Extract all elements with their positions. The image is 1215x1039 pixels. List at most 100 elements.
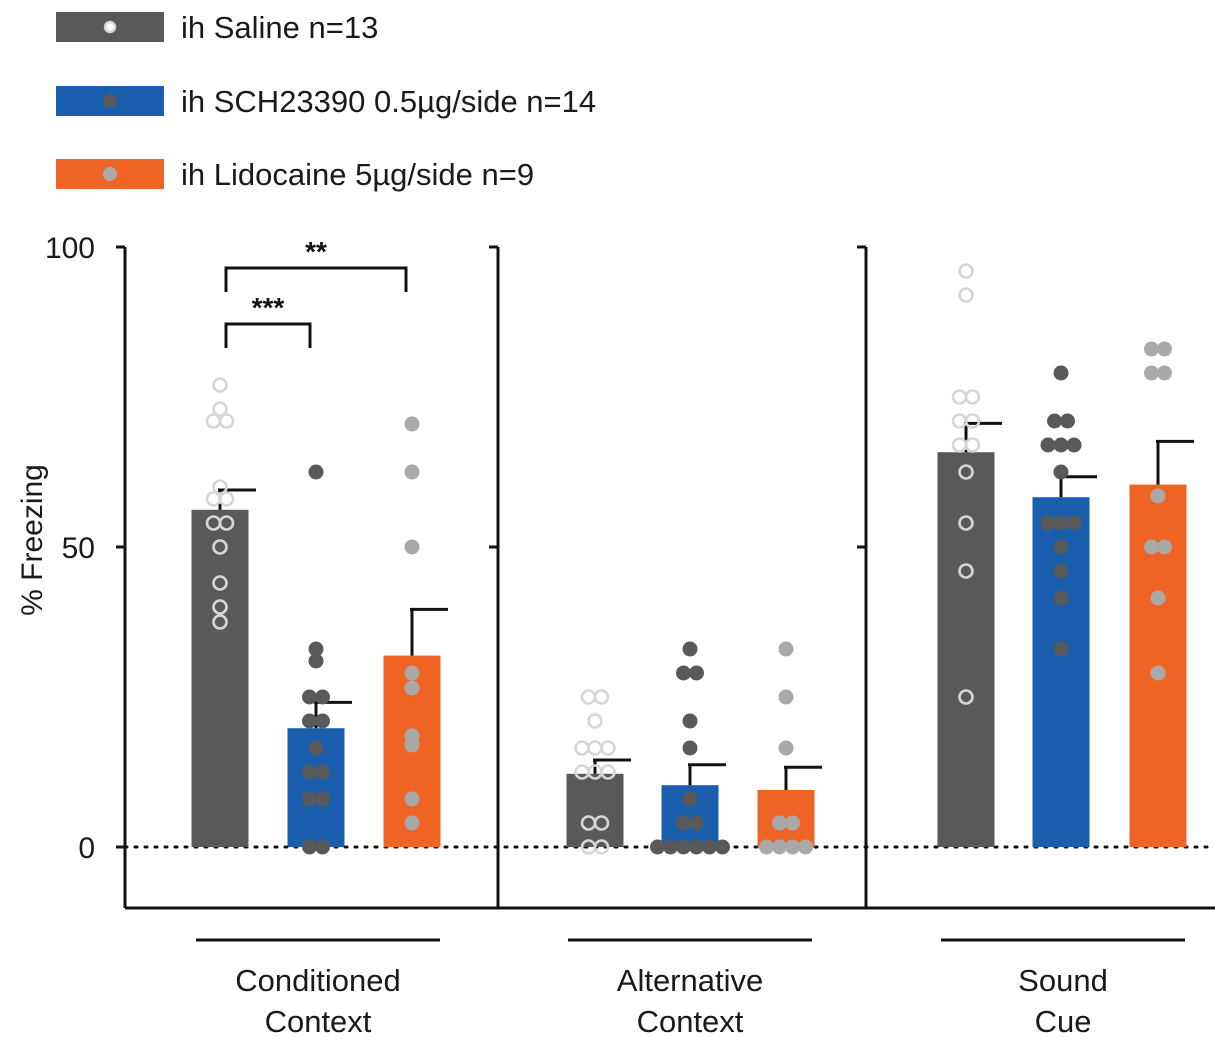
point-s2-p0 xyxy=(404,815,420,831)
point-s1-p2 xyxy=(1060,413,1075,429)
point-s0-p0 xyxy=(212,539,228,555)
point-s1-p2 xyxy=(1053,365,1069,381)
point-s0-p0 xyxy=(212,401,228,417)
point-s1-p1 xyxy=(663,839,678,855)
point-s0-p2 xyxy=(958,263,974,279)
point-s1-p1 xyxy=(676,665,691,681)
point-s0-p0 xyxy=(212,479,228,495)
point-s2-p0 xyxy=(404,416,420,432)
point-s1-p2 xyxy=(1053,539,1069,555)
panel-label-line1-1: Alternative xyxy=(617,963,763,998)
point-s2-p1 xyxy=(778,689,794,705)
panel-labels: Conditioned Context Alternative Context Soun… xyxy=(196,938,1185,1039)
point-s1-p1 xyxy=(715,839,730,855)
panel-label-line2-0: Context xyxy=(265,1004,372,1039)
panel-label-line2-2: Cue xyxy=(1035,1004,1092,1039)
point-s2-p2 xyxy=(1157,539,1172,555)
point-s1-p1 xyxy=(702,839,717,855)
point-s0-p2 xyxy=(951,413,968,429)
legend-marker-0 xyxy=(103,20,117,34)
point-s2-p1 xyxy=(785,815,800,831)
point-s1-p1 xyxy=(682,740,698,756)
point-s0-p0 xyxy=(205,413,222,429)
point-s0-p2 xyxy=(964,413,981,429)
bar-s2-p1 xyxy=(757,790,815,847)
point-s1-p0 xyxy=(315,713,330,729)
point-s0-p1 xyxy=(600,740,616,756)
point-s1-p0 xyxy=(302,839,317,855)
point-s0-p1 xyxy=(587,713,603,729)
point-s1-p1 xyxy=(689,815,704,831)
point-s1-p2 xyxy=(1066,437,1082,453)
point-s0-p2 xyxy=(958,464,974,480)
point-s1-p1 xyxy=(689,839,704,855)
point-s1-p2 xyxy=(1053,464,1069,480)
point-s0-p0 xyxy=(218,413,235,429)
point-s1-p0 xyxy=(308,740,324,756)
point-s1-p1 xyxy=(682,791,698,807)
bar-s0-p0 xyxy=(191,509,249,847)
legend-label-0: ih Saline n=13 xyxy=(181,10,378,45)
legend: ih Saline n=13 ih SCH23390 0.5µg/side n=1… xyxy=(56,10,596,192)
point-s0-p0 xyxy=(218,515,235,531)
y-axis-title: % Freezing xyxy=(16,464,49,616)
point-s1-p0 xyxy=(302,713,317,729)
point-s2-p1 xyxy=(772,815,787,831)
y-tick-label-2: 100 xyxy=(45,232,95,265)
point-s2-p0 xyxy=(404,665,420,681)
point-s2-p1 xyxy=(759,839,774,855)
point-s2-p2 xyxy=(1157,341,1172,357)
point-s0-p0 xyxy=(212,377,228,393)
data-points xyxy=(205,263,1172,855)
point-s2-p0 xyxy=(404,539,420,555)
point-s2-p1 xyxy=(778,740,794,756)
point-s2-p1 xyxy=(798,839,813,855)
point-s0-p2 xyxy=(958,515,974,531)
point-s1-p2 xyxy=(1040,437,1056,453)
point-s1-p2 xyxy=(1040,515,1056,531)
legend-marker-1 xyxy=(103,94,117,108)
point-s2-p1 xyxy=(778,641,794,657)
point-s0-p0 xyxy=(212,599,228,615)
point-s0-p2 xyxy=(951,437,968,453)
point-s1-p1 xyxy=(676,839,691,855)
panel-label-line2-1: Context xyxy=(637,1004,744,1039)
point-s2-p2 xyxy=(1144,365,1159,381)
point-s1-p0 xyxy=(315,689,330,705)
point-s0-p1 xyxy=(574,740,590,756)
point-s0-p2 xyxy=(958,689,974,705)
point-s2-p0 xyxy=(404,680,420,696)
point-s2-p2 xyxy=(1144,341,1159,357)
point-s1-p0 xyxy=(302,689,317,705)
axes: 0 50 100 % Freezing xyxy=(16,232,1215,910)
point-s2-p2 xyxy=(1150,665,1166,681)
point-s0-p0 xyxy=(212,575,228,591)
point-s0-p0 xyxy=(212,614,228,630)
point-s0-p0 xyxy=(205,491,222,507)
panel-label-line1-2: Sound xyxy=(1018,963,1108,998)
significance-label-0: ** xyxy=(305,236,327,267)
point-s2-p0 xyxy=(404,737,420,753)
point-s1-p0 xyxy=(308,464,324,480)
point-s1-p2 xyxy=(1053,641,1069,657)
y-tick-label-1: 50 xyxy=(62,532,95,565)
point-s2-p0 xyxy=(404,791,420,807)
point-s2-p2 xyxy=(1157,365,1172,381)
point-s1-p1 xyxy=(689,665,704,681)
point-s2-p1 xyxy=(785,839,800,855)
point-s1-p0 xyxy=(302,764,317,780)
point-s1-p2 xyxy=(1053,437,1069,453)
point-s1-p0 xyxy=(315,764,330,780)
bar-s0-p1 xyxy=(566,773,624,847)
point-s1-p1 xyxy=(682,641,698,657)
point-s1-p0 xyxy=(308,653,324,669)
point-s0-p2 xyxy=(951,389,968,405)
point-s1-p2 xyxy=(1053,515,1069,531)
significance-annotations: ***** xyxy=(224,236,408,348)
point-s1-p1 xyxy=(682,713,698,729)
bar-s0-p2 xyxy=(937,452,995,847)
point-s0-p2 xyxy=(958,287,974,303)
point-s1-p2 xyxy=(1053,590,1069,606)
legend-marker-2 xyxy=(103,167,117,181)
point-s2-p2 xyxy=(1144,539,1159,555)
